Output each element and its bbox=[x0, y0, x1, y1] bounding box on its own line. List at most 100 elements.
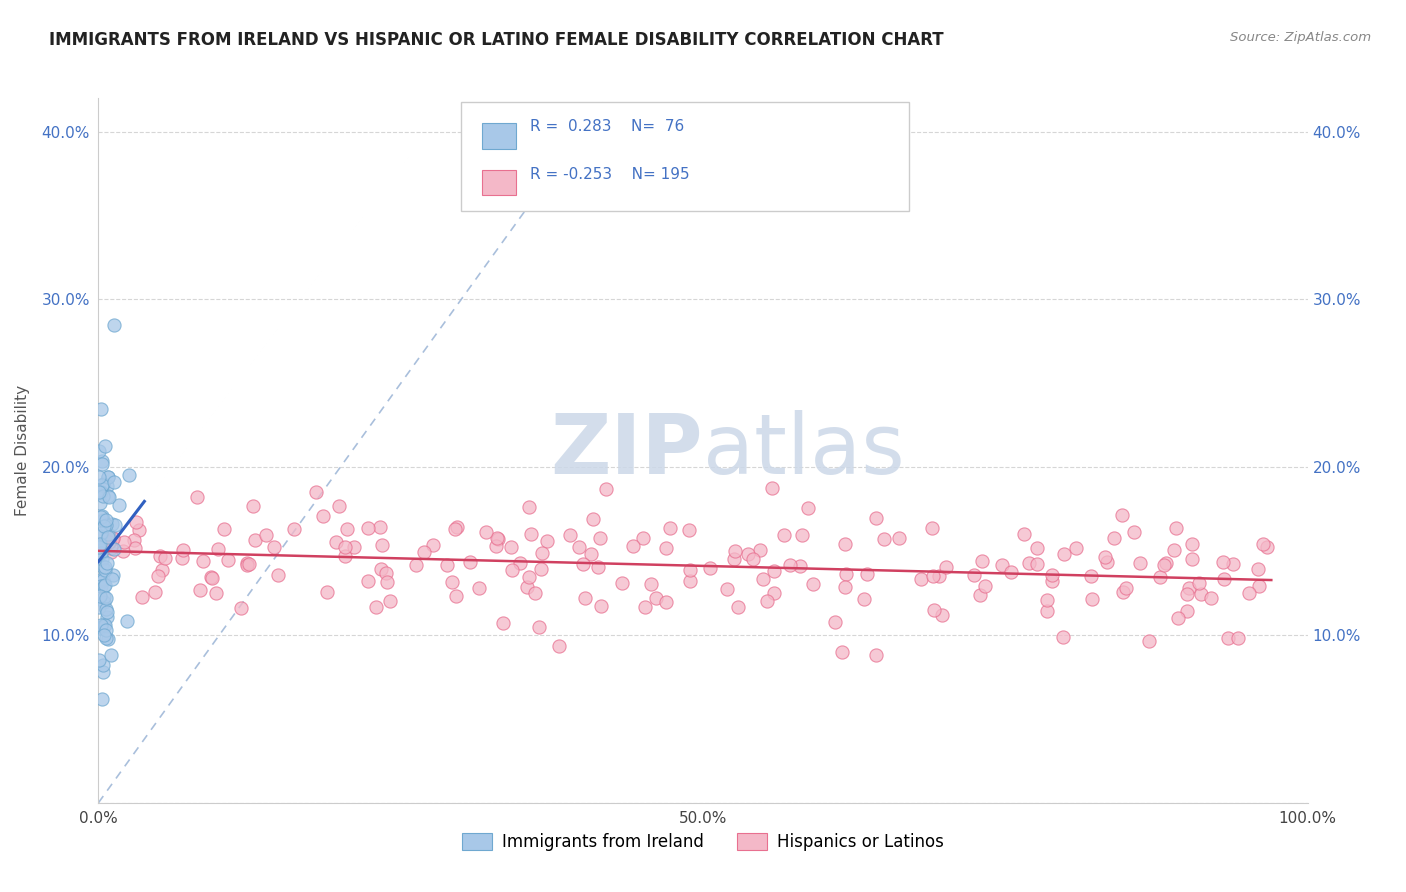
Point bbox=[91, 490, 114, 504]
Point bbox=[1149, 570, 1171, 584]
Point bbox=[1189, 587, 1212, 601]
Point bbox=[970, 554, 993, 568]
Point bbox=[1237, 585, 1260, 599]
Point bbox=[1154, 556, 1177, 570]
Point bbox=[1187, 576, 1209, 591]
Point bbox=[97, 527, 120, 541]
Legend: Immigrants from Ireland, Hispanics or Latinos: Immigrants from Ireland, Hispanics or La… bbox=[456, 826, 950, 858]
Point bbox=[790, 528, 813, 542]
Point bbox=[93, 595, 115, 609]
Point bbox=[93, 579, 115, 593]
Point bbox=[375, 575, 398, 590]
Point bbox=[581, 547, 603, 561]
Point bbox=[834, 580, 856, 594]
Point bbox=[235, 558, 257, 573]
Point bbox=[375, 566, 398, 581]
Point bbox=[962, 568, 984, 582]
Point bbox=[94, 618, 117, 632]
Point bbox=[921, 520, 943, 534]
Point bbox=[633, 531, 655, 545]
Point bbox=[887, 532, 910, 546]
Point bbox=[93, 618, 115, 632]
Point bbox=[96, 605, 118, 619]
Point bbox=[370, 562, 392, 576]
Point bbox=[90, 484, 112, 499]
Point bbox=[89, 443, 111, 458]
Point bbox=[242, 499, 264, 513]
Point bbox=[1175, 587, 1198, 601]
Point bbox=[112, 535, 135, 549]
Point bbox=[103, 542, 125, 557]
Point bbox=[1181, 537, 1204, 551]
Point bbox=[356, 521, 378, 535]
Point bbox=[90, 573, 112, 587]
Point bbox=[238, 557, 260, 571]
Point bbox=[831, 645, 853, 659]
Point bbox=[90, 579, 112, 593]
Point bbox=[517, 500, 540, 515]
Point bbox=[1025, 541, 1047, 555]
Point bbox=[97, 632, 120, 646]
Point bbox=[124, 515, 146, 529]
Point bbox=[93, 628, 115, 642]
Point bbox=[149, 549, 172, 563]
Point bbox=[90, 618, 112, 632]
Point bbox=[640, 577, 662, 591]
Point bbox=[756, 594, 779, 608]
Point bbox=[485, 531, 508, 545]
Point bbox=[444, 522, 467, 536]
Point bbox=[742, 552, 765, 566]
Point bbox=[93, 665, 115, 679]
Point bbox=[460, 555, 482, 569]
Point bbox=[325, 535, 347, 549]
Point bbox=[865, 648, 887, 662]
Point bbox=[835, 566, 858, 581]
Point bbox=[928, 569, 950, 583]
Point bbox=[87, 537, 110, 551]
Point bbox=[752, 573, 775, 587]
Point bbox=[1247, 562, 1270, 576]
Point bbox=[1167, 611, 1189, 625]
Point bbox=[207, 541, 229, 556]
Point bbox=[101, 572, 124, 586]
Point bbox=[501, 563, 523, 577]
Point bbox=[96, 556, 118, 570]
Point bbox=[89, 470, 111, 484]
Point bbox=[97, 534, 120, 549]
Point bbox=[974, 578, 997, 592]
Point bbox=[112, 544, 135, 558]
Point bbox=[572, 557, 595, 571]
Point bbox=[524, 586, 547, 600]
Point bbox=[485, 539, 508, 553]
Point bbox=[254, 528, 277, 542]
Point bbox=[91, 509, 114, 524]
Point bbox=[100, 541, 122, 555]
Point bbox=[922, 569, 945, 583]
Point bbox=[586, 559, 609, 574]
Point bbox=[104, 518, 127, 533]
Point bbox=[311, 509, 333, 524]
Point bbox=[89, 575, 111, 590]
Point bbox=[1129, 556, 1152, 570]
Point bbox=[118, 467, 141, 482]
Point bbox=[131, 591, 153, 605]
Point bbox=[333, 541, 356, 555]
Point bbox=[150, 562, 173, 576]
Point bbox=[1064, 541, 1087, 556]
Point bbox=[103, 531, 125, 545]
Point bbox=[789, 559, 811, 574]
Point bbox=[560, 527, 582, 541]
Point bbox=[205, 586, 228, 600]
Point bbox=[236, 556, 259, 570]
Point bbox=[94, 632, 117, 646]
Point bbox=[91, 476, 114, 491]
Point bbox=[89, 526, 111, 541]
Point bbox=[1040, 574, 1063, 589]
Point bbox=[1080, 592, 1102, 607]
Point bbox=[89, 589, 111, 603]
Point bbox=[305, 485, 328, 500]
Point bbox=[655, 541, 678, 555]
Point bbox=[723, 552, 745, 566]
Point bbox=[94, 623, 117, 637]
Point bbox=[91, 552, 114, 566]
